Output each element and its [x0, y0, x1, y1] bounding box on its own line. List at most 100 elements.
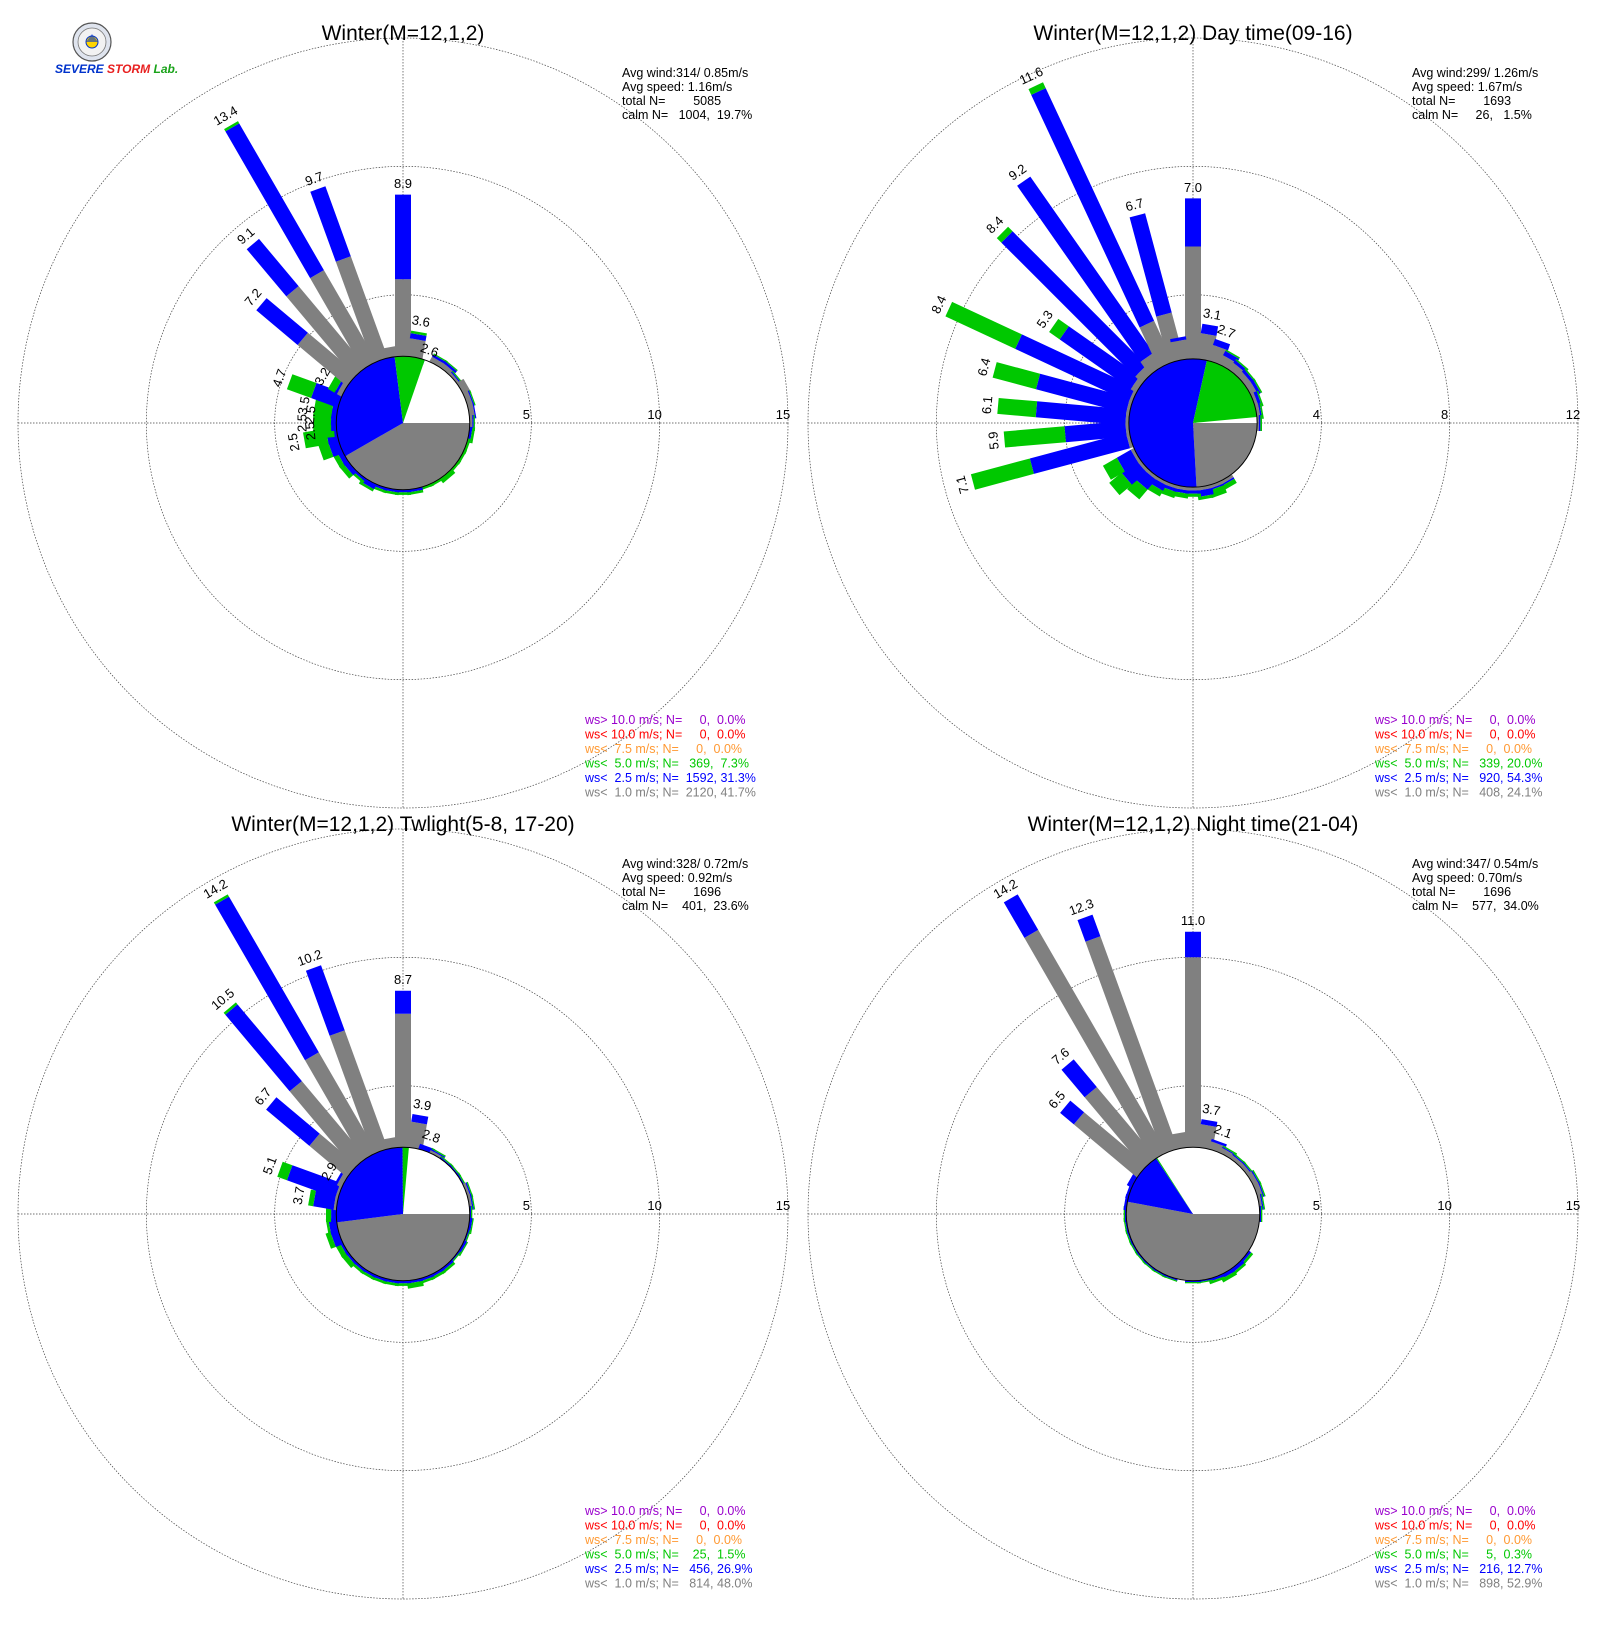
- bar-ws-lt-1: [1085, 936, 1178, 1154]
- bar-ws-lt-5: [358, 481, 374, 492]
- bar-ws-lt-5: [1256, 390, 1264, 407]
- bar-ws-lt-5: [1233, 1152, 1247, 1165]
- legend-entry: ws< 10.0 m/s; N= 0, 0.0%: [1374, 728, 1536, 742]
- stats-line: Avg wind:328/ 0.72m/s: [622, 857, 748, 871]
- bar-value-label: 2.5: [302, 405, 319, 424]
- bar-ws-lt-2-5: [1196, 488, 1214, 498]
- bar-ws-lt-5: [1172, 491, 1189, 499]
- bar-ws-lt-2-5: [334, 1169, 345, 1185]
- bar-ws-lt-2-5: [472, 402, 477, 419]
- bar-ws-lt-2-5: [443, 360, 457, 374]
- bar-ws-lt-5: [1259, 1181, 1266, 1197]
- pie-ws-lt-1: [1126, 1201, 1260, 1281]
- bar-ws-lt-2-5: [1223, 350, 1240, 364]
- bar-ws-lt-5: [1252, 378, 1263, 393]
- bar-ws-lt-2-5: [246, 238, 299, 297]
- legend-entry: ws< 5.0 m/s; N= 25, 1.5%: [584, 1548, 746, 1562]
- bar-value-label: 2.7: [1215, 321, 1237, 341]
- stats-line: total N= 1696: [622, 885, 721, 899]
- pie-ws-lt-5: [1156, 1157, 1193, 1214]
- panel-title: Winter(M=12,1,2) Night time(21-04): [1028, 813, 1359, 836]
- bar-ws-lt-5: [410, 330, 427, 336]
- pie-ws-lt-1: [1193, 423, 1258, 488]
- bar-ws-lt-5: [318, 441, 334, 461]
- bar-ws-lt-5: [992, 362, 1041, 390]
- bar-value-label: 7.1: [953, 474, 972, 495]
- bar-ws-lt-2-5: [225, 123, 324, 279]
- calm-circle: [335, 1146, 471, 1282]
- bar-value-label: 7.0: [1184, 180, 1202, 195]
- bar-ws-lt-2-5: [1170, 336, 1187, 343]
- stats-line: calm N= 26, 1.5%: [1412, 108, 1532, 122]
- bar-value-label: 2.5: [295, 414, 310, 432]
- stats-line: Avg wind:299/ 1.26m/s: [1412, 66, 1538, 80]
- legend-entry: ws< 1.0 m/s; N= 898, 52.9%: [1374, 1577, 1542, 1591]
- bar-value-label: 3.6: [411, 312, 431, 330]
- bar-value-label: 3.5: [295, 395, 313, 415]
- legend-entry: ws< 1.0 m/s; N= 2120, 41.7%: [584, 786, 756, 800]
- bar-ws-lt-5: [433, 353, 448, 363]
- bar-ws-lt-2-5: [1121, 460, 1147, 485]
- bar-ws-lt-2-5: [215, 896, 319, 1061]
- bar-ws-lt-5: [451, 370, 464, 384]
- pie-ws-lt-1: [345, 423, 470, 490]
- bar-ws-lt-5: [471, 1193, 476, 1210]
- bar-value-label: 2.8: [420, 1126, 442, 1146]
- legend-entry: ws> 10.0 m/s; N= 0, 0.0%: [1374, 1504, 1536, 1518]
- range-ring-label: 4: [1313, 407, 1320, 422]
- bar-value-label: 8.4: [928, 293, 949, 316]
- legend-entry: ws< 7.5 m/s; N= 0, 0.0%: [584, 742, 742, 756]
- bar-ws-lt-5: [469, 1218, 474, 1235]
- pie-ws-lt-5: [394, 356, 425, 423]
- legend-entry: ws< 2.5 m/s; N= 456, 26.9%: [584, 1562, 752, 1576]
- calm-circle: [335, 355, 471, 491]
- bar-value-label: 4.7: [269, 367, 289, 389]
- pie-calm: [1193, 417, 1258, 423]
- bar-ws-lt-1: [297, 332, 357, 387]
- legend-entry: ws> 10.0 m/s; N= 0, 0.0%: [584, 713, 746, 727]
- bar-ws-lt-2-5: [1233, 360, 1248, 373]
- bar-value-label: 6.4: [974, 356, 993, 377]
- bar-ws-lt-5: [325, 1219, 332, 1236]
- legend-entry: ws< 7.5 m/s; N= 0, 0.0%: [584, 1533, 742, 1547]
- bar-ws-lt-2-5: [411, 1114, 429, 1125]
- bar-value-label: 8.9: [394, 176, 412, 191]
- bar-ws-lt-5: [213, 894, 229, 905]
- bar-ws-lt-2-5: [1258, 415, 1261, 431]
- stats-line: Avg wind:314/ 0.85m/s: [622, 66, 748, 80]
- wind-rose-panel-2: 4 8 127.03.12.76.711.69.28.45.38.46.46.15.…: [807, 22, 1580, 809]
- range-ring-label: 15: [776, 407, 790, 422]
- bar-ws-lt-2-5: [311, 383, 343, 408]
- stats-line: Avg speed: 1.67m/s: [1412, 80, 1522, 94]
- bar-ws-lt-5: [224, 121, 240, 132]
- bar-ws-lt-2-5: [465, 1182, 473, 1198]
- calm-circle: [1125, 1146, 1261, 1282]
- bar-ws-lt-5: [1242, 1160, 1255, 1174]
- bar-ws-lt-1: [289, 1081, 367, 1168]
- bar-ws-lt-2-5: [432, 354, 448, 365]
- bar-ws-lt-2-5: [266, 1097, 320, 1146]
- lab-logo-text: SEVERE STORM Lab.: [55, 62, 179, 76]
- pie-ws-lt-5: [402, 1147, 409, 1214]
- panel-title: Winter(M=12,1,2): [322, 22, 485, 45]
- stats-line: Avg speed: 0.92m/s: [622, 871, 732, 885]
- bar-ws-lt-5: [1028, 82, 1046, 95]
- bar-ws-lt-2-5: [1015, 334, 1136, 402]
- panel-title: Winter(M=12,1,2) Day time(09-16): [1033, 22, 1352, 45]
- bar-value-label: 8.7: [394, 972, 412, 987]
- bar-ws-lt-5: [395, 492, 411, 495]
- stats-line: Avg speed: 0.70m/s: [1412, 871, 1522, 885]
- lab-logo: [52, 22, 142, 84]
- bar-ws-lt-2-5: [1029, 432, 1130, 474]
- range-ring-label: 5: [523, 1198, 530, 1213]
- bar-ws-lt-5: [469, 390, 476, 406]
- bar-ws-lt-5: [1221, 1271, 1238, 1283]
- bar-ws-lt-5: [1049, 318, 1069, 340]
- bar-ws-lt-5: [1109, 472, 1132, 496]
- bar-ws-lt-5: [223, 1002, 238, 1015]
- bar-ws-lt-2-5: [1241, 1161, 1254, 1175]
- pie-ws-lt-2-5: [336, 356, 403, 457]
- panel-title: Winter(M=12,1,2) Twlight(5-8, 17-20): [231, 813, 574, 836]
- stats-line: calm N= 577, 34.0%: [1412, 899, 1539, 913]
- calm-circle: [1128, 358, 1258, 488]
